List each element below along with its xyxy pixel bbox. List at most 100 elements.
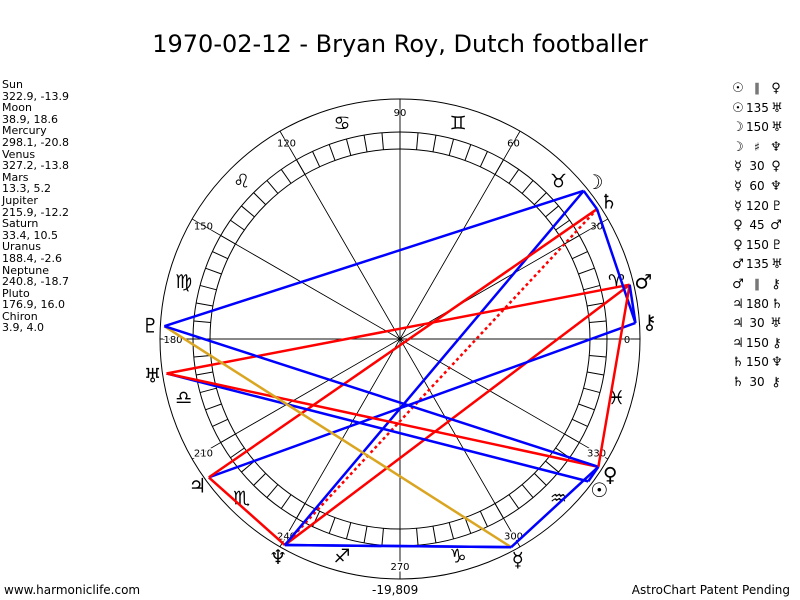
zodiac-sign-glyph: ♑ bbox=[449, 545, 466, 567]
chart-title: 1970-02-12 - Bryan Roy, Dutch footballer bbox=[152, 30, 648, 58]
planet-name-neptune: Neptune bbox=[2, 263, 50, 277]
footer-value: -19,809 bbox=[372, 583, 419, 597]
aspect-planet-glyph: ♃ bbox=[732, 335, 744, 351]
aspect-line bbox=[284, 543, 512, 549]
degree-tick bbox=[363, 526, 368, 543]
planet-coords-sun: 322.9, -13.9 bbox=[2, 89, 69, 103]
aspect-row: ☿ 30 ♀ bbox=[730, 157, 785, 177]
degree-tick bbox=[583, 284, 601, 291]
planet-glyph-neptune: ♆ bbox=[269, 545, 287, 569]
degree-tick bbox=[432, 526, 437, 543]
aspect-planet-glyph: ♅ bbox=[771, 257, 783, 273]
planet-glyph-mars: ♂ bbox=[634, 269, 652, 293]
degree-tick bbox=[381, 528, 384, 546]
degree-tick bbox=[266, 180, 279, 194]
degree-tick bbox=[280, 494, 292, 509]
aspect-value: 150 bbox=[746, 237, 769, 252]
aspect-value: 150 bbox=[746, 120, 769, 135]
degree-tick bbox=[416, 132, 419, 150]
degree-tick bbox=[533, 472, 547, 486]
planet-name-moon: Moon bbox=[2, 101, 32, 115]
aspect-row: ☿ 120 ♇ bbox=[730, 197, 785, 217]
aspect-line bbox=[597, 284, 631, 468]
aspect-row: ♂ ∥ ⚷ bbox=[730, 275, 785, 295]
planet-glyph-chiron: ⚷ bbox=[642, 310, 657, 334]
degree-tick bbox=[448, 522, 455, 540]
planet-name-jupiter: Jupiter bbox=[2, 193, 38, 207]
zodiac-sign-glyph: ♍ bbox=[175, 271, 192, 293]
planet-glyph-mercury: ☿ bbox=[512, 548, 524, 572]
degree-tick bbox=[583, 387, 601, 394]
degree-tick bbox=[571, 418, 588, 427]
footer-credit: AstroChart Patent Pending bbox=[631, 583, 790, 597]
aspect-planet-glyph: ⚷ bbox=[771, 374, 781, 390]
degree-tick bbox=[212, 251, 229, 260]
aspect-planet-glyph: ♀ bbox=[733, 237, 743, 253]
planet-coords-neptune: 240.8, -18.7 bbox=[2, 275, 69, 289]
aspect-planet-glyph: ☽ bbox=[732, 139, 744, 155]
aspect-line bbox=[166, 283, 630, 375]
aspect-planet-glyph: ♅ bbox=[771, 120, 783, 136]
planet-name-saturn: Saturn bbox=[2, 217, 39, 231]
degree-tick bbox=[193, 355, 211, 358]
aspect-planet-glyph: ♀ bbox=[771, 81, 781, 96]
aspect-line bbox=[163, 189, 585, 328]
degree-tick bbox=[328, 144, 336, 161]
aspect-row: ♃ 30 ♅ bbox=[730, 314, 785, 334]
planet-name-mercury: Mercury bbox=[2, 124, 47, 138]
aspect-line bbox=[595, 208, 637, 324]
aspect-line bbox=[628, 284, 637, 324]
aspect-row: ♃ 150 ⚷ bbox=[730, 334, 785, 354]
aspect-value: 135 bbox=[746, 100, 769, 115]
aspect-planet-glyph: ♀ bbox=[733, 218, 743, 234]
planet-coords-moon: 38.9, 18.6 bbox=[2, 112, 58, 126]
aspect-planet-glyph: ♄ bbox=[732, 355, 744, 371]
planet-name-chiron: Chiron bbox=[2, 309, 38, 323]
aspect-planet-glyph: ♂ bbox=[732, 276, 744, 292]
zodiac-sign-glyph: ♌ bbox=[233, 171, 250, 193]
degree-label-150: 150 bbox=[194, 222, 213, 233]
degree-tick bbox=[545, 460, 559, 473]
aspect-value: 30 bbox=[749, 159, 765, 174]
aspect-line bbox=[166, 372, 599, 469]
degree-tick bbox=[464, 144, 472, 161]
spoke-line bbox=[191, 218, 609, 460]
planet-name-mars: Mars bbox=[2, 170, 29, 184]
aspect-planet-glyph: ♇ bbox=[771, 198, 783, 214]
aspect-planet-glyph: ♅ bbox=[770, 316, 782, 332]
degree-tick bbox=[508, 494, 520, 509]
aspect-row: ☉ 135 ♅ bbox=[730, 99, 785, 119]
planet-coords-pluto: 176.9, 16.0 bbox=[2, 298, 65, 312]
aspect-value: 180 bbox=[746, 296, 769, 311]
degree-tick bbox=[521, 180, 534, 194]
degree-tick bbox=[533, 192, 547, 206]
degree-tick bbox=[212, 418, 229, 427]
aspect-line bbox=[582, 190, 599, 210]
degree-tick bbox=[266, 484, 279, 498]
aspect-row: ♀ 150 ♇ bbox=[730, 236, 785, 256]
degree-tick bbox=[521, 484, 534, 498]
degree-tick bbox=[578, 267, 595, 275]
degree-label-210: 210 bbox=[194, 449, 213, 460]
aspect-planet-glyph: ♀ bbox=[771, 159, 781, 175]
aspect-line bbox=[284, 283, 631, 547]
aspect-row: ♃ 180 ♄ bbox=[730, 295, 785, 315]
aspect-line bbox=[510, 465, 600, 549]
planet-coords-jupiter: 215.9, -12.2 bbox=[2, 205, 69, 219]
aspect-planet-glyph: ♃ bbox=[732, 296, 744, 312]
planet-name-pluto: Pluto bbox=[2, 286, 30, 300]
aspect-planet-glyph: ♆ bbox=[771, 355, 783, 371]
planet-coords-mercury: 298.1, -20.8 bbox=[2, 135, 69, 149]
planet-coords-venus: 327.2, -13.8 bbox=[2, 159, 69, 173]
degree-tick bbox=[230, 219, 245, 231]
degree-tick bbox=[448, 138, 455, 156]
aspect-planet-glyph: ☿ bbox=[734, 198, 742, 214]
aspect-planet-glyph: ♃ bbox=[732, 316, 744, 332]
aspect-value: 135 bbox=[746, 257, 769, 272]
planet-glyph-uranus: ♅ bbox=[144, 364, 162, 388]
degree-tick bbox=[199, 387, 217, 394]
aspect-planet-glyph: ☿ bbox=[734, 159, 742, 175]
planet-name-sun: Sun bbox=[2, 78, 23, 91]
aspect-planet-glyph: ♄ bbox=[771, 296, 783, 312]
